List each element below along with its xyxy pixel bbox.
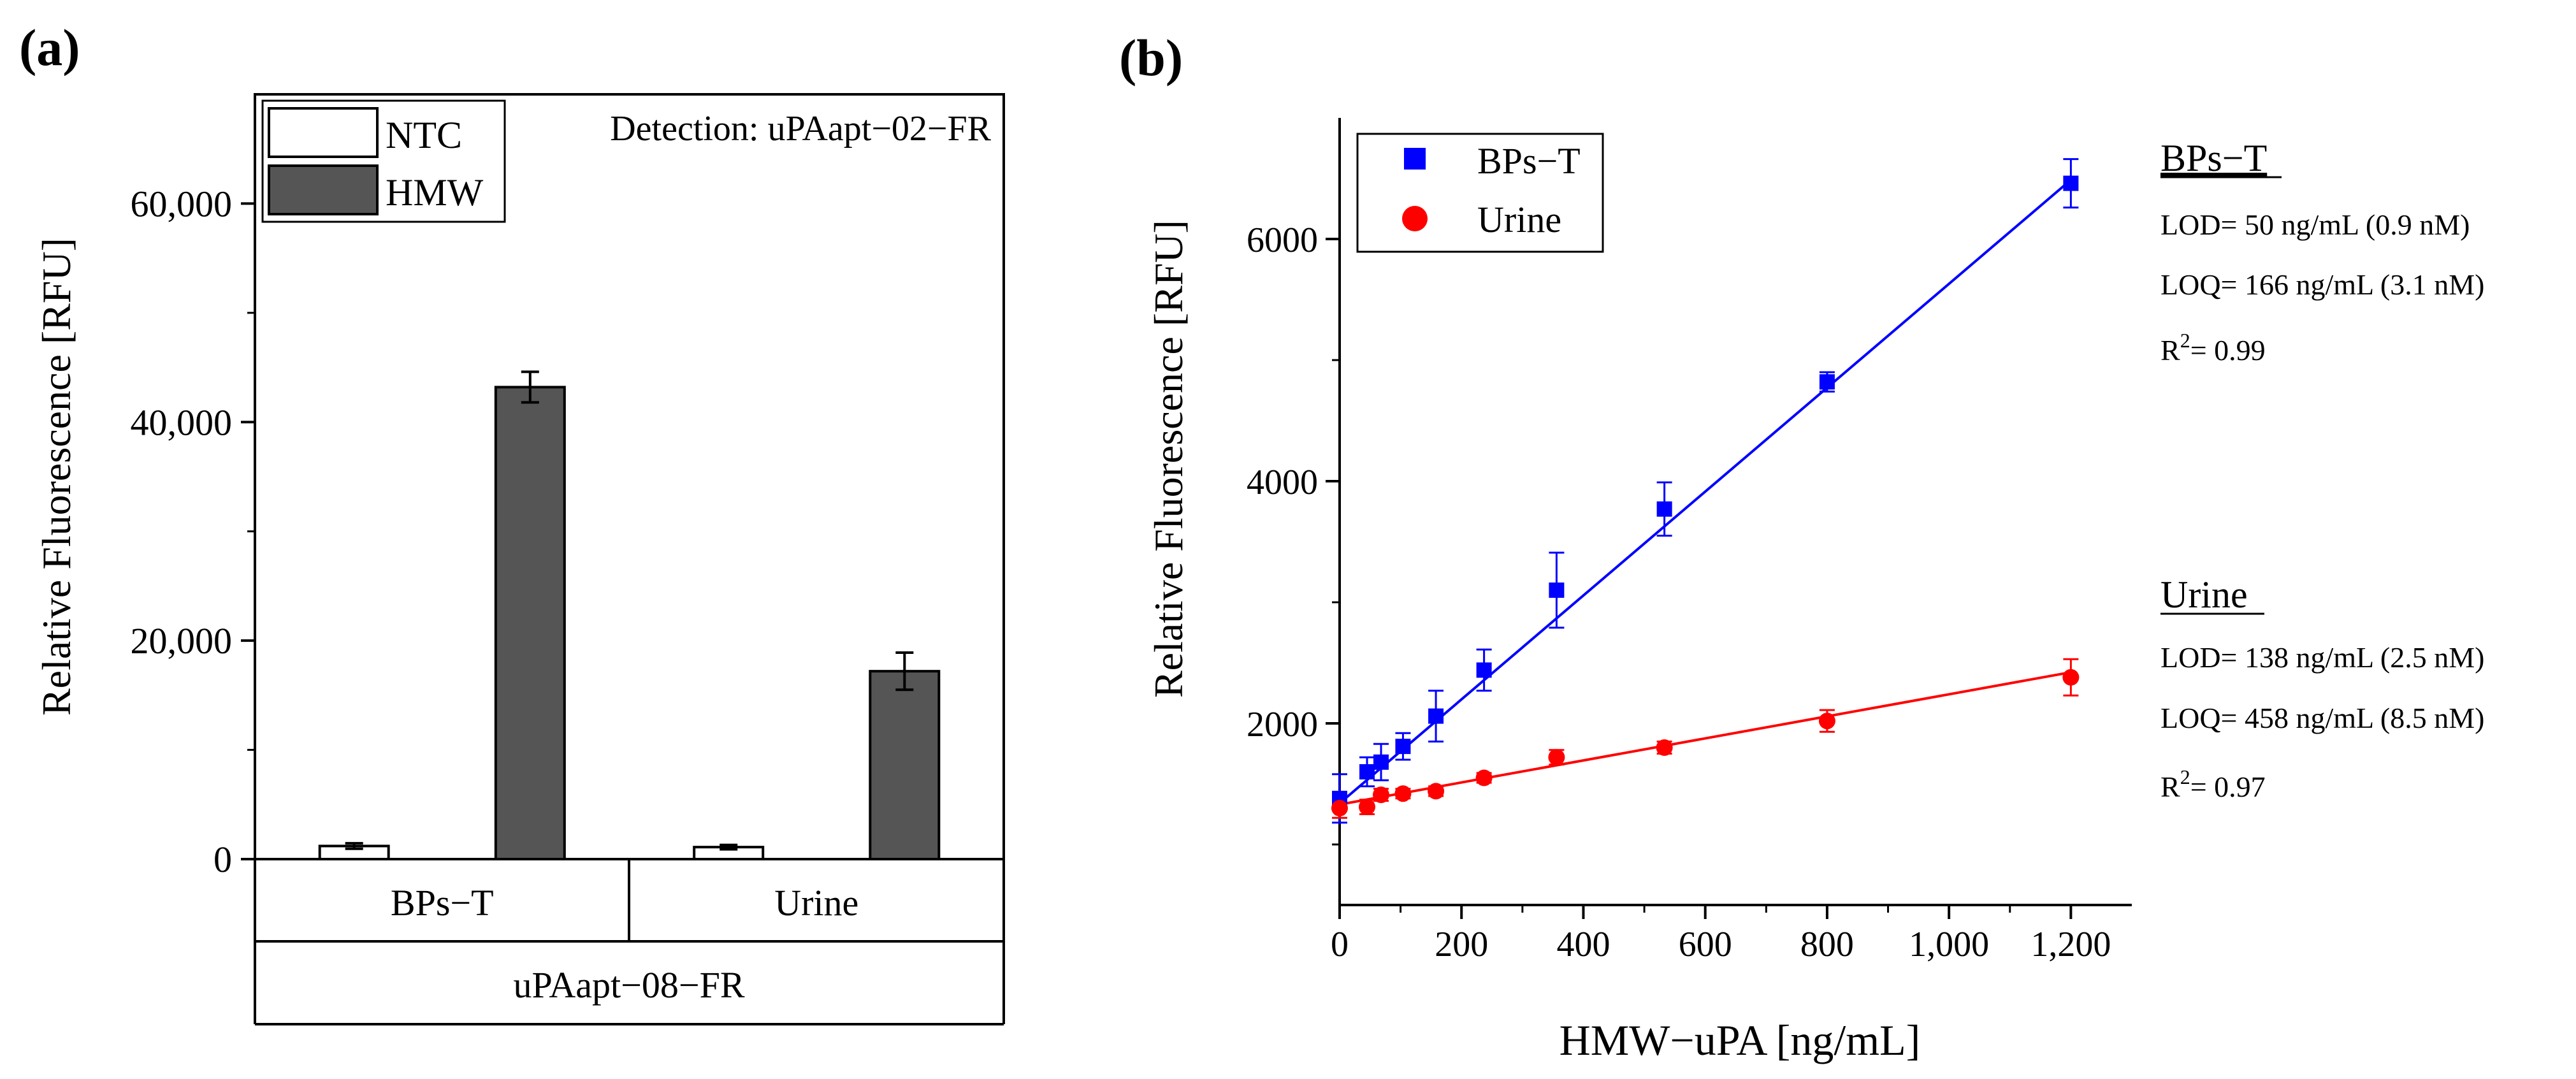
panel-b-legend: BPs−T Urine: [1356, 133, 1604, 253]
panel-b-x-axis-label: HMW−uPA [ng/mL]: [1559, 1016, 1921, 1064]
panel-a-bars: [318, 386, 941, 861]
bps-t-r2-prefix: R: [2160, 334, 2180, 366]
point-urine-6: [1548, 749, 1565, 766]
urine-lod: LOD= 138 ng/mL (2.5 nM): [2160, 641, 2484, 674]
urine-r2-prefix: R: [2160, 771, 2180, 803]
point-urine-8: [1818, 713, 1835, 730]
legend-label-ntc: NTC: [386, 114, 462, 156]
bps-t-lod: LOD= 50 ng/mL (0.9 nM): [2160, 208, 2470, 241]
bps-t-loq: LOQ= 166 ng/mL (3.1 nM): [2160, 268, 2484, 301]
bar-hmw-bps-t: [494, 386, 566, 860]
bar-hmw-urine: [869, 670, 941, 860]
panel-b-y-axis-label: Relative Fluorescence [RFU]: [1146, 220, 1191, 698]
point-urine-0: [1331, 800, 1348, 816]
panel-b-y-tick-label-2: 6000: [1247, 221, 1318, 260]
panel-b-y-tick-label-1: 4000: [1247, 463, 1318, 502]
fit-line-bps-t: [1338, 178, 2072, 804]
point-bps-t-4: [1428, 708, 1444, 724]
panel-b-y-tick-label-0: 2000: [1247, 705, 1318, 744]
category-label-urine: Urine: [774, 882, 858, 923]
panel-b: (b) 0 200 400 600 800 1,000 1,200200040006000 …: [1119, 29, 2484, 1064]
panel-a-category-labels: BPs−T Urine: [391, 882, 858, 923]
legend-marker-bps-t: [1404, 148, 1426, 170]
urine-loq: LOQ= 458 ng/mL (8.5 nM): [2160, 702, 2484, 734]
urine-r2-value: = 0.97: [2190, 771, 2266, 803]
point-urine-4: [1428, 783, 1445, 800]
bps-t-stats-header: BPs−T: [2160, 137, 2267, 179]
point-bps-t-7: [1656, 501, 1672, 517]
panel-a-y-tick-label-3: 60,000: [131, 183, 233, 224]
legend-marker-urine: [1402, 206, 1428, 231]
legend-swatch-ntc: [268, 107, 379, 158]
point-bps-t-2: [1373, 754, 1389, 770]
bps-t-r2-value: = 0.99: [2190, 334, 2266, 366]
panel-b-x-tick-label-1: 200: [1435, 925, 1488, 964]
panel-b-x-tick-label-6: 1,200: [2030, 925, 2111, 964]
panel-b-x-tick-label-5: 1,000: [1909, 925, 1989, 964]
panel-b-x-tick-label-0: 0: [1331, 925, 1349, 964]
legend-label-urine: Urine: [1477, 199, 1561, 240]
panel-b-points: [1331, 175, 2080, 816]
fit-line-urine: [1339, 670, 2071, 806]
point-urine-2: [1373, 786, 1390, 804]
bps-t-stats: BPs−T LOD= 50 ng/mL (0.9 nM) LOQ= 166 ng…: [2160, 137, 2484, 366]
panel-a-category-group-label: uPAapt−08−FR: [513, 964, 744, 1006]
point-urine-9: [2062, 669, 2080, 686]
urine-r2: R2= 0.97: [2160, 765, 2266, 803]
urine-stats: Urine LOD= 138 ng/mL (2.5 nM) LOQ= 458 n…: [2160, 574, 2484, 803]
point-urine-1: [1359, 799, 1376, 816]
panel-a-y-tick-label-1: 20,000: [131, 620, 233, 662]
panel-a-y-axis: 0 20,000 40,000 60,000: [131, 183, 255, 880]
panel-b-label: (b): [1119, 29, 1183, 87]
legend-label-hmw: HMW: [386, 171, 484, 214]
panel-b-axes: 0 200 400 600 800 1,000 1,200 2000 4000 6000: [1247, 221, 2111, 964]
panel-a-error-bars: [345, 370, 914, 851]
point-bps-t-5: [1476, 662, 1492, 678]
category-label-bps-t: BPs−T: [391, 882, 494, 923]
bps-t-r2-exp: 2: [2180, 329, 2190, 352]
panel-b-legend-box: [1356, 133, 1604, 253]
point-bps-t-8: [1819, 374, 1835, 390]
panel-a-y-tick-label-2: 40,000: [131, 402, 233, 443]
urine-r2-exp: 2: [2180, 765, 2190, 788]
panel-b-x-tick-label-3: 600: [1679, 925, 1732, 964]
bps-t-r2: R2= 0.99: [2160, 329, 2266, 366]
panel-b-x-tick-label-4: 800: [1800, 925, 1854, 964]
panel-a-legend: NTC HMW: [261, 99, 506, 223]
panel-a-y-axis-label: Relative Fluorescence [RFU]: [34, 238, 79, 716]
point-urine-3: [1394, 785, 1412, 802]
panel-a-annotation: Detection: uPAapt−02−FR: [610, 109, 991, 148]
point-urine-5: [1475, 769, 1493, 786]
panel-b-fit-lines: [1338, 178, 2072, 806]
point-bps-t-6: [1549, 583, 1565, 598]
panel-a-label: (a): [19, 18, 80, 76]
point-bps-t-9: [2063, 175, 2079, 191]
panel-a: (a) 0 20,000 40,000 60,000 BPs−T Urine Relat…: [19, 18, 1005, 1025]
panel-b-x-tick-label-2: 400: [1556, 925, 1610, 964]
point-urine-7: [1656, 739, 1673, 756]
legend-swatch-hmw: [268, 164, 379, 215]
point-bps-t-1: [1359, 764, 1375, 779]
panel-a-y-tick-label-0: 0: [213, 839, 232, 880]
legend-label-bps-t: BPs−T: [1477, 140, 1581, 182]
urine-stats-header: Urine: [2160, 574, 2248, 616]
point-bps-t-3: [1395, 739, 1411, 755]
